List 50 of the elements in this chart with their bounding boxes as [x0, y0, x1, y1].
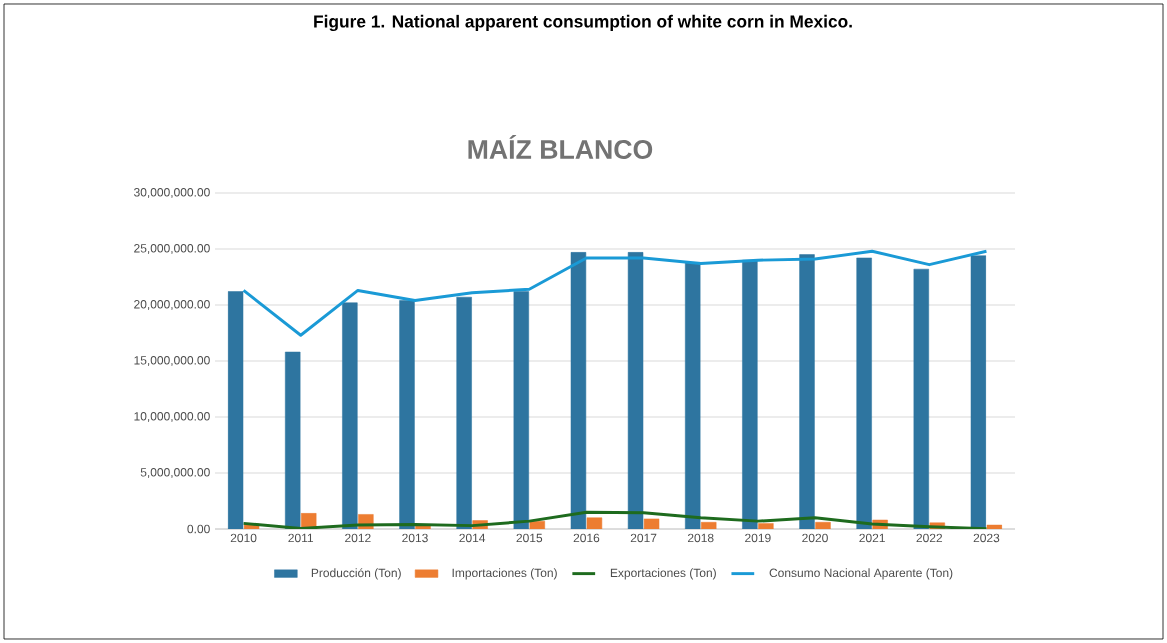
bar — [586, 517, 603, 529]
x-tick-label: 2010 — [230, 533, 257, 543]
chart-subtitle: MAÍZ BLANCO — [468, 135, 653, 159]
legend-label: Consumo Nacional Aparente (Ton) — [769, 568, 953, 580]
x-tick-label: 2011 — [288, 533, 314, 543]
bar — [758, 523, 774, 529]
x-tick-label: 2016 — [573, 533, 600, 543]
bar — [701, 522, 717, 529]
y-tick-label: 10,000,000.00 — [134, 412, 210, 422]
bar — [799, 254, 815, 529]
bar — [970, 255, 987, 529]
x-tick-label: 2013 — [402, 533, 428, 543]
bar — [856, 257, 872, 529]
x-tick-label: 2021 — [859, 533, 885, 543]
line-series — [242, 249, 988, 337]
bar — [285, 351, 301, 529]
x-tick-label: 2022 — [916, 533, 943, 543]
x-tick-label: 2017 — [630, 533, 657, 543]
x-tick-label: 2023 — [973, 533, 1000, 543]
x-tick-label: 2015 — [516, 533, 543, 543]
x-tick-label: 2018 — [687, 533, 714, 543]
legend-label: Importaciones (Ton) — [452, 568, 557, 580]
bar — [627, 252, 644, 529]
bar — [456, 296, 472, 529]
bar — [685, 262, 701, 529]
y-tick-label: 25,000,000.00 — [134, 244, 210, 254]
bar — [986, 524, 1003, 529]
bar — [815, 522, 831, 529]
bar — [570, 252, 587, 529]
bar — [913, 268, 929, 529]
y-tick-label: 15,000,000.00 — [134, 356, 210, 366]
bar — [227, 291, 244, 529]
bar — [513, 291, 529, 529]
bar — [399, 300, 415, 529]
legend-label: Producción (Ton) — [311, 568, 401, 580]
y-tick-label: 20,000,000.00 — [134, 300, 210, 310]
legend-label: Exportaciones (Ton) — [610, 568, 716, 580]
x-tick-label: 2020 — [802, 533, 828, 543]
y-tick-label: 30,000,000.00 — [134, 188, 210, 198]
x-tick-label: 2019 — [745, 533, 771, 543]
y-tick-label: 5,000,000.00 — [140, 468, 210, 478]
bar — [342, 302, 358, 529]
chart-title: Figure 1. National apparent consumption of white corn in Mexico. — [314, 14, 852, 32]
bar — [742, 259, 758, 529]
x-tick-label: 2012 — [345, 533, 371, 543]
y-tick-label: 0.00 — [187, 524, 210, 534]
bar — [529, 520, 545, 529]
bar — [643, 518, 660, 529]
x-tick-label: 2014 — [459, 533, 486, 543]
line-series — [242, 510, 988, 529]
